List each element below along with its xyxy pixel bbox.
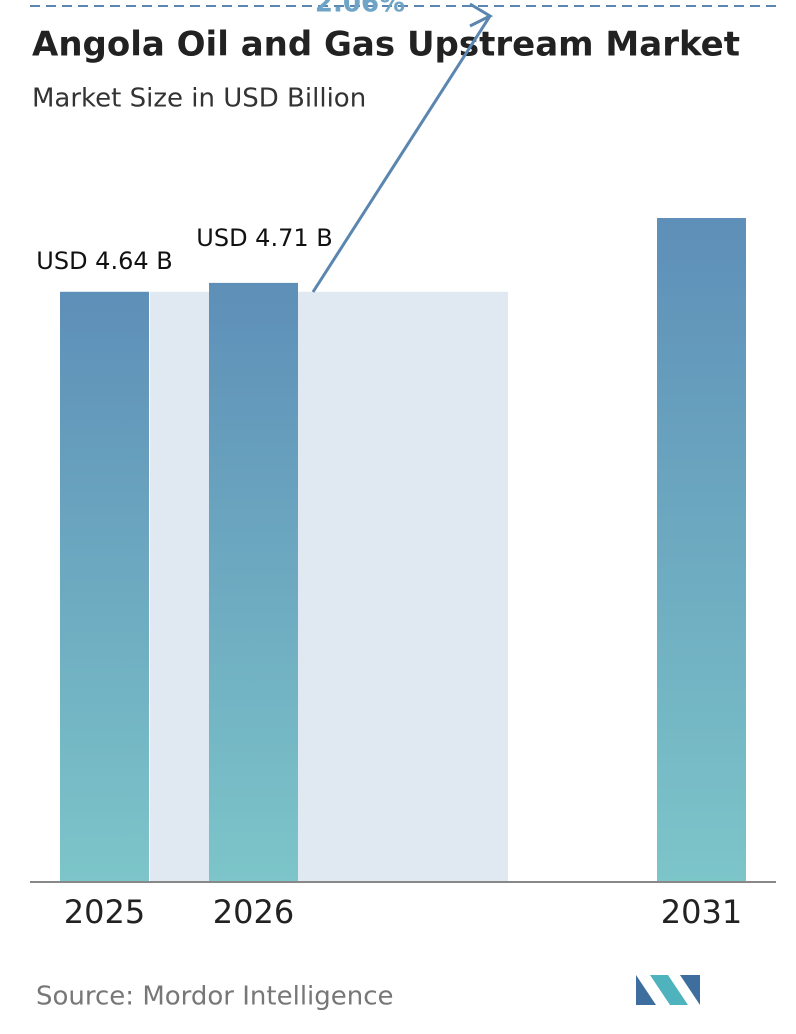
logo	[636, 975, 700, 1005]
x-tick-label: 2026	[213, 893, 294, 931]
bar	[657, 218, 746, 883]
x-tick-label: 2031	[661, 893, 742, 931]
plot	[60, 218, 746, 883]
chart-subtitle: Market Size in USD Billion	[32, 84, 366, 114]
source: Source: Mordor Intelligence	[36, 982, 394, 1012]
cagr-label: 2.06%	[315, 0, 405, 19]
bar	[60, 291, 149, 882]
data-label: USD 4.64 B	[36, 247, 172, 275]
x-tick-label: 2025	[64, 893, 145, 931]
cagr-arrow	[311, 2, 494, 293]
bar	[209, 282, 298, 882]
chart-title: Angola Oil and Gas Upstream Market	[32, 25, 740, 65]
reference-band	[150, 291, 508, 882]
data-label: USD 4.71 B	[196, 224, 332, 252]
